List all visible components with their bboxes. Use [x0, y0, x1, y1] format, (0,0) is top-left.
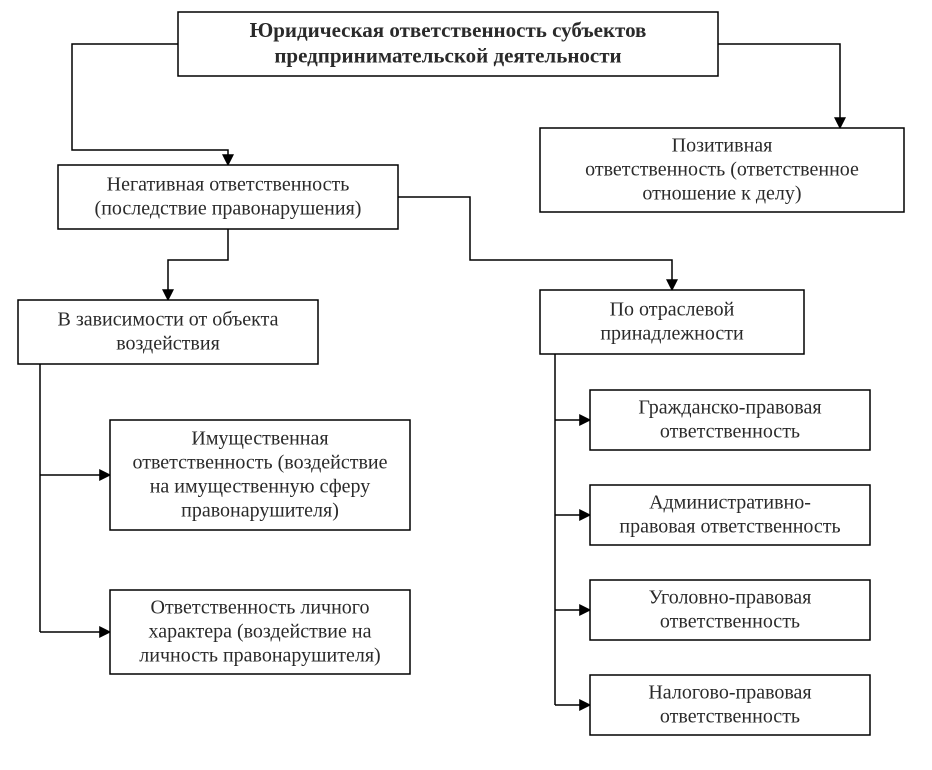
node-positive-label: отношение к делу) — [642, 183, 801, 205]
node-tax-label: Налогово-правовая — [648, 682, 811, 704]
node-positive: Позитивнаяответственность (ответственное… — [540, 128, 904, 212]
node-negative: Негативная ответственность(последствие п… — [58, 165, 398, 229]
node-civil-label: Гражданско-правовая — [638, 397, 821, 419]
node-civil: Гражданско-правоваяответственность — [590, 390, 870, 450]
node-negative-label: (последствие правонарушения) — [95, 198, 362, 220]
node-property-label: ответственность (воздействие — [132, 452, 387, 474]
node-criminal-label: ответственность — [660, 611, 800, 633]
node-admin-label: Административно- — [649, 492, 811, 514]
node-by_object-label: В зависимости от объекта — [57, 309, 278, 331]
node-personal-label: личность правонарушителя) — [139, 645, 380, 667]
node-root-label: предпринимательской деятельности — [274, 43, 621, 67]
node-criminal: Уголовно-правоваяответственность — [590, 580, 870, 640]
node-property-label: на имущественную сферу — [150, 476, 371, 498]
node-by_branch-label: принадлежности — [600, 323, 744, 345]
node-personal-label: Ответственность личного — [151, 597, 370, 619]
node-negative-label: Негативная ответственность — [107, 174, 350, 196]
node-by_branch: По отраслевойпринадлежности — [540, 290, 804, 354]
node-admin: Административно-правовая ответственность — [590, 485, 870, 545]
node-property-label: правонарушителя) — [181, 500, 339, 522]
node-property-label: Имущественная — [191, 428, 328, 450]
node-by_object: В зависимости от объектавоздействия — [18, 300, 318, 364]
edge-negative-to-by_object — [168, 229, 228, 300]
node-criminal-label: Уголовно-правовая — [649, 587, 812, 609]
node-root-label: Юридическая ответственность субъектов — [250, 18, 647, 42]
node-positive-label: ответственность (ответственное — [585, 159, 859, 181]
node-by_object-label: воздействия — [116, 333, 220, 355]
node-positive-label: Позитивная — [672, 135, 773, 157]
node-by_branch-label: По отраслевой — [610, 299, 735, 321]
node-tax: Налогово-правоваяответственность — [590, 675, 870, 735]
node-property: Имущественнаяответственность (воздействи… — [110, 420, 410, 530]
edge-root-to-positive — [718, 44, 840, 128]
node-tax-label: ответственность — [660, 706, 800, 728]
node-admin-label: правовая ответственность — [619, 516, 840, 538]
node-root: Юридическая ответственность субъектовпре… — [178, 12, 718, 76]
flowchart: Юридическая ответственность субъектовпре… — [0, 0, 932, 770]
node-personal-label: характера (воздействие на — [149, 621, 372, 643]
node-personal: Ответственность личногохарактера (воздей… — [110, 590, 410, 674]
node-civil-label: ответственность — [660, 421, 800, 443]
